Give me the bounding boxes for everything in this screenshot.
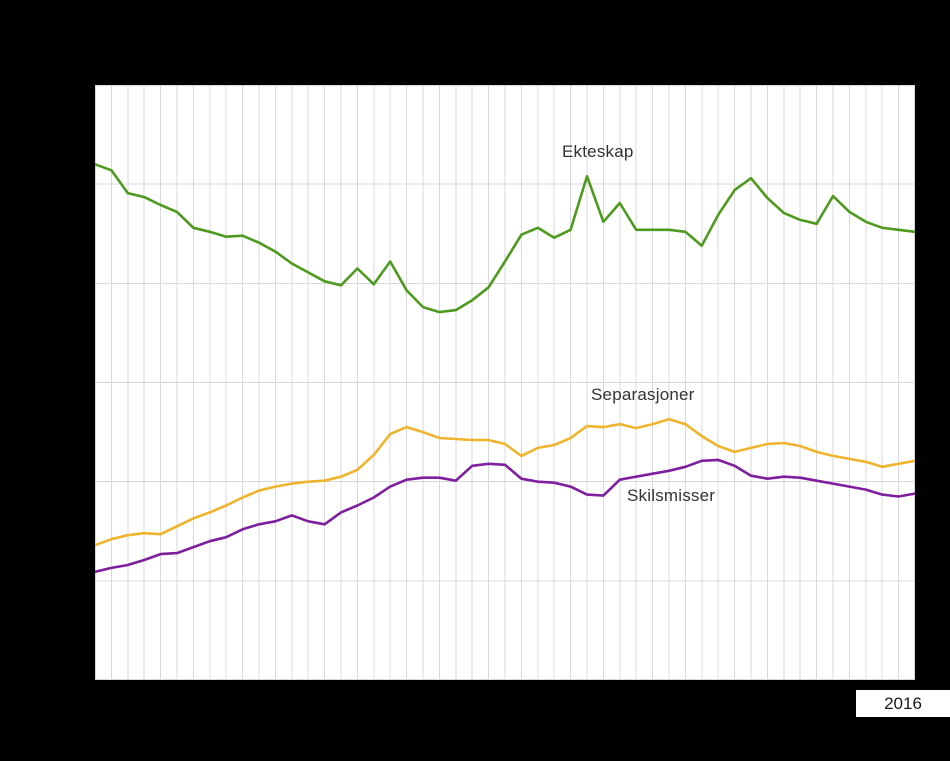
series-label-ekteskap: Ekteskap bbox=[562, 142, 634, 161]
x-axis-tick-2016: 2016 bbox=[856, 690, 950, 717]
series-label-skilsmisser: Skilsmisser bbox=[627, 486, 716, 505]
chart-canvas bbox=[95, 85, 915, 680]
plot-area: Ekteskap Separasjoner Skilsmisser bbox=[95, 85, 915, 680]
x-axis-tick-label: 2016 bbox=[884, 694, 922, 713]
series-line-ekteskap bbox=[95, 163, 915, 314]
series-line-skilsmisser bbox=[95, 458, 915, 574]
series-line-separasjoner bbox=[95, 417, 915, 547]
series-label-separasjoner: Separasjoner bbox=[591, 385, 695, 404]
gridlines bbox=[95, 85, 915, 680]
